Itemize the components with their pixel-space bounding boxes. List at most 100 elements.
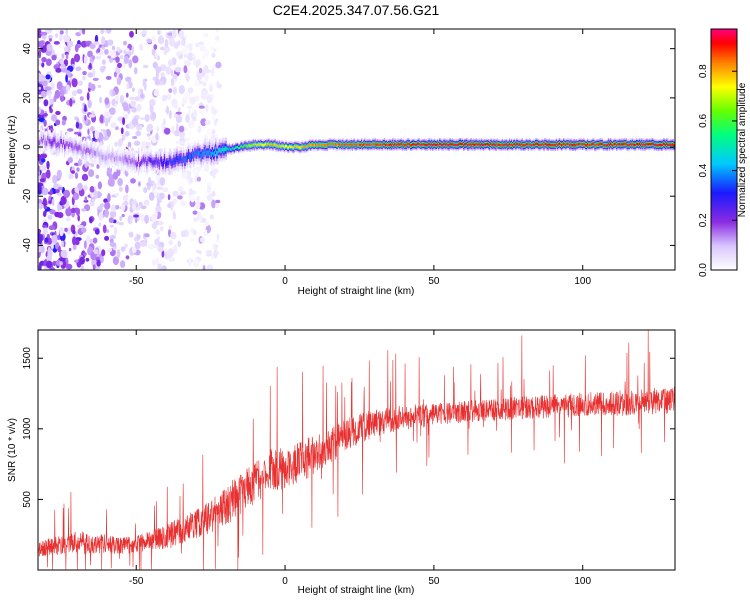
spectrogram-noise-blob <box>71 78 78 88</box>
spectrogram-ridge-cell <box>150 158 152 163</box>
spectrogram-noise-blob <box>49 267 56 270</box>
spectrogram-ridge-cell <box>166 160 168 166</box>
spectrogram-ridge-cell <box>504 143 507 147</box>
spectrogram-ridge-cell <box>226 147 228 150</box>
spectrogram-ridge-cell <box>597 143 599 146</box>
spectrogram-noise-blob <box>148 192 155 201</box>
spectrogram-noise-blob <box>63 46 69 53</box>
spectrogram-ridge-cell <box>439 142 441 145</box>
spectrogram-ridge-cell <box>318 143 320 146</box>
spectrogram-noise-blob <box>93 190 98 199</box>
spectrogram-ridge-cell <box>486 143 488 146</box>
spectrogram-ridge-cell <box>578 142 581 145</box>
spectrogram-ridge-cell <box>653 143 656 147</box>
spectrogram-ridge-cell <box>517 142 519 146</box>
spectrogram-ridge-cell <box>627 143 630 147</box>
spectrogram-ridge-cell <box>368 143 370 146</box>
spectrogram-ridge-cell <box>619 143 621 146</box>
spectrogram-ridge-cell <box>205 151 208 157</box>
spectrogram-noise-blob <box>65 84 70 92</box>
spectrogram-noise-blob <box>196 249 200 254</box>
spectrogram-ridge-cell <box>219 147 221 153</box>
spectrogram-noise-blob <box>178 125 185 133</box>
spectrogram-noise-blob <box>120 246 126 252</box>
spectrogram-ridge-cell <box>647 143 649 146</box>
spectrogram-ridge-cell <box>235 146 238 149</box>
spectrogram-ridge-cell <box>178 156 180 162</box>
spectrogram-ridge-cell <box>574 144 576 147</box>
spectrogram-noise-blob <box>195 42 200 48</box>
spectrogram-ridge-cell <box>44 140 46 146</box>
spectrogram-noise-blob <box>38 235 43 245</box>
spectrogram-noise-blob <box>168 110 172 119</box>
spectrogram-ridge-cell <box>430 142 433 146</box>
spectrogram-ridge-cell <box>118 156 120 162</box>
spectrogram-ridge-cell <box>639 142 641 145</box>
spectrogram-ridge-cell <box>101 154 103 160</box>
spectrogram-noise-blob <box>109 234 117 239</box>
spectrogram-noise-blob <box>198 67 203 74</box>
spectrogram-noise-blob <box>134 237 138 242</box>
spectrogram-noise-blob <box>171 125 175 135</box>
spectrogram-noise-blob <box>149 105 154 114</box>
spectrogram-ridge-cell <box>434 143 437 147</box>
spectrogram-ridge-cell <box>381 143 384 147</box>
spectrogram-ridge-cell <box>263 144 265 147</box>
spectrogram-ridge-cell <box>529 143 532 146</box>
spectrogram-ridge-cell <box>202 151 204 157</box>
spectrogram-ridge-cell <box>70 142 72 148</box>
spectrogram-ridge-cell <box>171 161 173 167</box>
colorbar-tick-label: 0.8 <box>698 64 709 78</box>
spectrogram-noise-blob <box>212 48 217 52</box>
spectrogram-ridge-cell <box>399 143 401 146</box>
spectrogram-ridge-cell <box>290 145 292 149</box>
spectrogram-ridge-cell <box>56 142 59 148</box>
spectrogram-ridge-cell <box>302 146 304 149</box>
spectrogram-noise-blob <box>84 115 87 121</box>
spectrogram-noise-blob <box>210 46 214 51</box>
spectrogram-ridge-cell <box>127 159 129 165</box>
spectrogram-noise-blob <box>139 125 143 131</box>
spectrogram-noise-blob <box>130 100 137 108</box>
spectrogram-ridge-cell <box>469 143 471 146</box>
spectrogram-noise-blob <box>88 82 93 89</box>
spectrogram-noise-blob <box>183 53 187 58</box>
spectrogram-ridge-cell <box>515 144 517 147</box>
spectrogram-ridge-cell <box>458 142 461 145</box>
spectrogram-ridge-cell <box>356 143 359 146</box>
spectrogram-ridge-cell <box>542 143 544 146</box>
spectrogram-ridge-cell <box>594 144 596 147</box>
spectrogram-noise-blob <box>42 211 47 218</box>
spectrogram-ridge-cell <box>464 143 466 146</box>
spectrogram-noise-blob <box>214 35 220 41</box>
spectrogram-ridge-cell <box>525 143 527 146</box>
spectrogram-ridge-cell <box>246 145 248 148</box>
spectrogram-ridge-cell <box>316 144 318 147</box>
spectrogram-ridge-cell <box>611 143 613 146</box>
spectrogram-ridge-cell <box>208 147 211 153</box>
spectrogram-noise-blob <box>65 217 71 222</box>
spectrogram-noise-blob <box>71 170 75 174</box>
spectrogram-ridge-cell <box>387 144 389 147</box>
spectrogram-ridge-cell <box>520 144 522 147</box>
spectrogram-noise-blob <box>89 186 95 193</box>
spectrogram-noise-blob <box>148 243 155 250</box>
spectrogram-noise-blob <box>74 186 79 193</box>
spectrogram-ridge-cell <box>400 142 402 145</box>
spectrogram-noise-blob <box>199 109 205 116</box>
spectrogram-ridge-cell <box>564 143 566 146</box>
spectrogram-noise-blob <box>171 29 177 38</box>
spectrogram-ridge-cell <box>308 143 311 146</box>
spectrogram-ridge-cell <box>526 142 528 146</box>
spectrogram-ridge-cell <box>562 143 564 146</box>
spectrogram-noise-blob <box>51 114 57 122</box>
spectrogram-noise-blob <box>67 157 74 164</box>
spectrogram-noise-blob <box>181 103 185 107</box>
spectrogram-ridge-cell <box>87 147 89 153</box>
y-tick-label: 0 <box>22 144 33 150</box>
spectrogram-ridge-cell <box>560 143 562 146</box>
spectrogram-ridge-cell <box>106 154 109 160</box>
spectrogram-ridge-cell <box>414 143 416 146</box>
spectrogram-ridge-cell <box>470 142 472 145</box>
spectrogram-noise-blob <box>113 226 118 236</box>
